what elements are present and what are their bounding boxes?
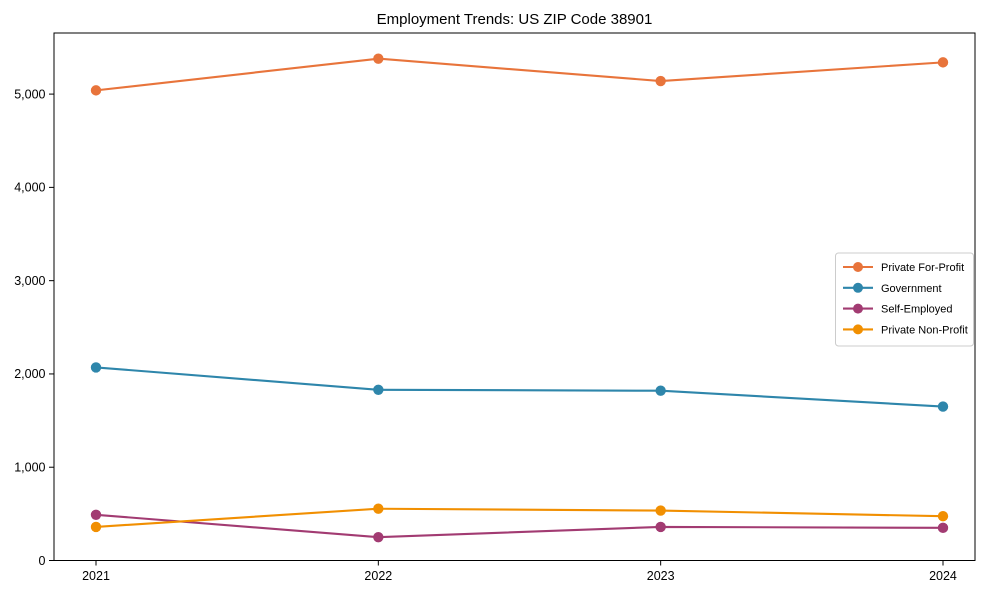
data-point-marker (90, 509, 102, 520)
data-point-marker (655, 521, 666, 533)
series-line (94, 57, 945, 92)
x-axis-tick-label: 2023 (647, 569, 675, 583)
data-point-marker (655, 385, 666, 396)
data-point-marker (937, 57, 949, 68)
data-point-marker (373, 503, 384, 514)
legend-marker (853, 324, 863, 335)
data-point-marker (373, 384, 384, 395)
data-point-marker (655, 505, 666, 516)
legend-marker (853, 282, 863, 293)
legend-box (835, 252, 974, 347)
x-axis-tick-label: 2024 (929, 569, 957, 583)
data-point-marker (90, 521, 102, 533)
y-axis-tick-label: 0 (39, 554, 46, 568)
y-axis-tick-label: 4,000 (14, 181, 45, 195)
y-axis-tick-label: 3,000 (14, 274, 45, 288)
legend-label: Private For-Profit (881, 262, 964, 274)
plot-border (53, 32, 976, 561)
legend-label: Self-Employed (881, 304, 953, 316)
series-line (94, 507, 945, 528)
legend-marker (853, 262, 863, 272)
y-axis-tick-label: 2,000 (14, 367, 45, 381)
y-axis-tick-label: 5,000 (14, 87, 45, 101)
data-point-marker (90, 362, 102, 373)
legend-label: Private Non-Profit (881, 324, 968, 336)
series-line (94, 366, 945, 408)
data-point-marker (373, 53, 384, 64)
data-point-marker (373, 531, 384, 543)
x-axis-tick-label: 2022 (364, 569, 392, 583)
legend-label: Government (881, 283, 942, 295)
data-point-marker (937, 401, 949, 412)
legend-marker (853, 303, 863, 314)
x-axis-tick-label: 2021 (82, 569, 110, 583)
data-point-marker (655, 75, 666, 87)
y-axis-tick-label: 1,000 (14, 461, 45, 475)
data-point-marker (937, 522, 949, 534)
data-point-marker (90, 85, 102, 96)
chart-title: Employment Trends: US ZIP Code 38901 (377, 11, 653, 28)
data-point-marker (937, 510, 949, 522)
series-line (94, 513, 945, 539)
